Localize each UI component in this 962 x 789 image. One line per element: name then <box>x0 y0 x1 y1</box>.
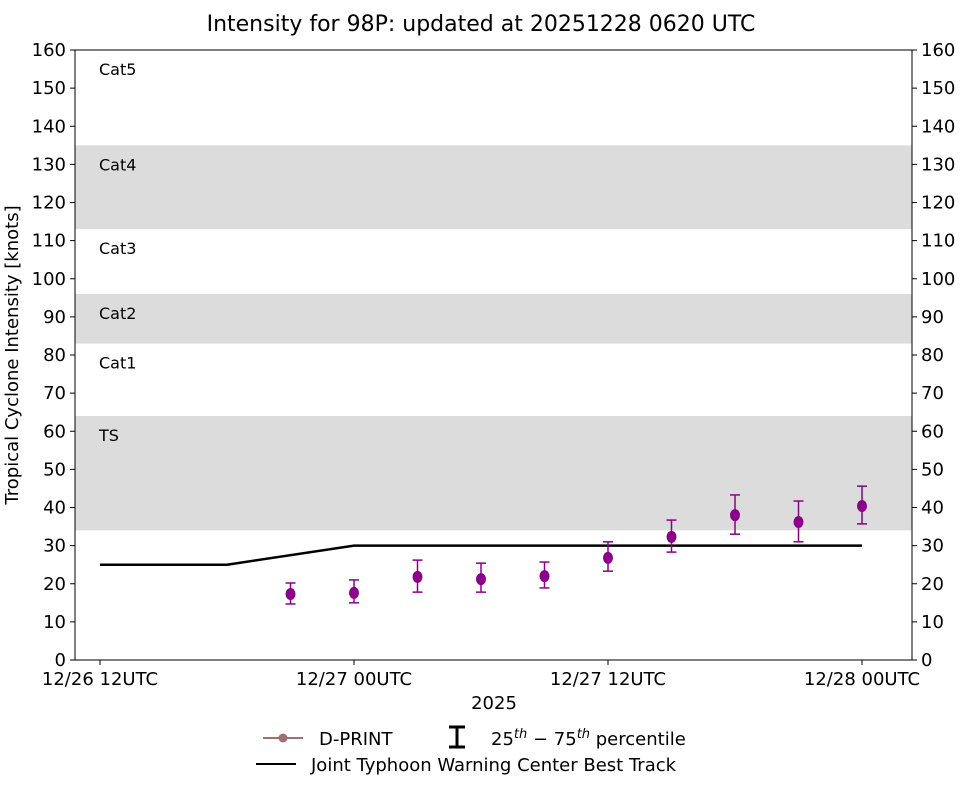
category-label-cat3: Cat3 <box>99 239 136 258</box>
y-tick-label-left: 150 <box>32 78 66 99</box>
dprint-point <box>666 530 677 543</box>
y-tick-label-right: 120 <box>921 193 955 214</box>
y-tick-label-right: 50 <box>921 459 944 480</box>
dprint-point <box>857 499 867 512</box>
legend-dprint-label: D-PRINT <box>319 729 393 750</box>
y-tick-label-right: 0 <box>921 650 932 671</box>
y-tick-label-left: 40 <box>43 498 66 519</box>
y-tick-label-left: 50 <box>43 459 66 480</box>
legend-best-track-label: Joint Typhoon Warning Center Best Track <box>310 755 677 776</box>
dprint-point <box>476 573 486 586</box>
y-tick-label-left: 90 <box>43 307 66 328</box>
y-tick-label-right: 70 <box>921 383 944 404</box>
y-tick-label-left: 30 <box>43 536 66 557</box>
category-band <box>75 416 912 531</box>
legend: D-PRINT 25th − 75th percentile Joint Typ… <box>256 725 686 776</box>
y-tick-label-right: 40 <box>921 498 944 519</box>
x-tick-label: 12/27 12UTC <box>550 669 666 690</box>
category-label-cat2: Cat2 <box>99 304 136 323</box>
plot-frame <box>74 49 913 661</box>
y-tick-label-left: 20 <box>43 574 66 595</box>
y-tick-label-left: 130 <box>32 154 66 175</box>
legend-errorbar-icon <box>449 725 465 749</box>
category-label-ts: TS <box>98 426 119 445</box>
y-tick-label-right: 60 <box>921 421 944 442</box>
legend-dprint-marker <box>278 733 288 743</box>
dprint-point <box>285 588 296 601</box>
x-tick-label: 12/26 12UTC <box>42 669 158 690</box>
y-tick-label-right: 160 <box>921 40 955 61</box>
legend-percentile-label: 25th − 75th percentile <box>491 727 686 750</box>
y-tick-label-right: 100 <box>921 269 955 290</box>
x-tick-label: 12/28 00UTC <box>804 669 920 690</box>
y-tick-label-left: 70 <box>43 383 66 404</box>
category-label-cat5: Cat5 <box>99 60 136 79</box>
y-tick-label-right: 140 <box>921 116 955 137</box>
category-label-cat1: Cat1 <box>99 354 136 373</box>
chart-title: Intensity for 98P: updated at 20251228 0… <box>207 12 756 37</box>
y-tick-label-left: 10 <box>43 612 66 633</box>
y-axis-label: Tropical Cyclone Intensity [knots] <box>2 205 23 505</box>
y-tick-label-left: 120 <box>32 193 66 214</box>
y-tick-label-left: 140 <box>32 116 66 137</box>
y-tick-label-left: 100 <box>32 269 66 290</box>
dprint-point <box>412 570 423 583</box>
x-tick-label: 12/27 00UTC <box>296 669 412 690</box>
y-tick-label-right: 20 <box>921 574 944 595</box>
y-tick-label-left: 80 <box>43 345 66 366</box>
y-tick-label-left: 0 <box>55 650 66 671</box>
x-axis-label: 2025 <box>471 693 517 714</box>
y-tick-label-right: 90 <box>921 307 944 328</box>
y-tick-label-right: 110 <box>921 231 955 252</box>
y-tick-label-right: 10 <box>921 612 944 633</box>
dprint-point <box>603 551 613 564</box>
best-track-line <box>100 544 862 566</box>
y-tick-label-right: 80 <box>921 345 944 366</box>
y-tick-label-left: 60 <box>43 421 66 442</box>
y-tick-label-right: 130 <box>921 154 955 175</box>
category-label-cat4: Cat4 <box>99 155 136 174</box>
dprint-point <box>793 515 804 528</box>
y-tick-label-right: 30 <box>921 536 944 557</box>
y-tick-label-right: 150 <box>921 78 955 99</box>
dprint-point <box>539 570 550 583</box>
dprint-point <box>730 509 740 522</box>
y-tick-label-left: 110 <box>32 231 66 252</box>
category-band <box>75 145 912 230</box>
dprint-point <box>349 586 359 599</box>
category-band <box>75 294 912 344</box>
y-tick-label-left: 160 <box>32 40 66 61</box>
